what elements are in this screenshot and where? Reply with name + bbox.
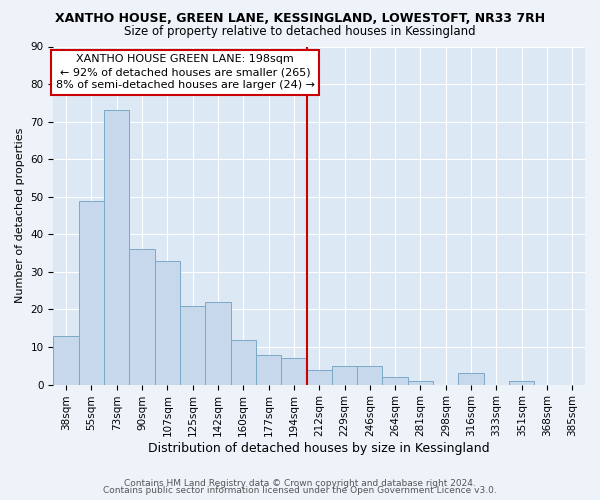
Text: XANTHO HOUSE, GREEN LANE, KESSINGLAND, LOWESTOFT, NR33 7RH: XANTHO HOUSE, GREEN LANE, KESSINGLAND, L… (55, 12, 545, 26)
Bar (307, 370, 332, 384)
Bar (180, 306, 205, 384)
Bar (230, 340, 256, 384)
Bar (509, 381, 535, 384)
Bar (104, 110, 130, 384)
Text: Contains public sector information licensed under the Open Government Licence v3: Contains public sector information licen… (103, 486, 497, 495)
Bar (205, 302, 230, 384)
Bar (53, 336, 79, 384)
Bar (458, 374, 484, 384)
Bar (408, 381, 433, 384)
Bar (79, 200, 104, 384)
Bar (130, 250, 155, 384)
Bar (332, 366, 357, 384)
Text: Contains HM Land Registry data © Crown copyright and database right 2024.: Contains HM Land Registry data © Crown c… (124, 478, 476, 488)
Bar (155, 260, 180, 384)
Bar (382, 377, 408, 384)
Text: XANTHO HOUSE GREEN LANE: 198sqm
← 92% of detached houses are smaller (265)
8% of: XANTHO HOUSE GREEN LANE: 198sqm ← 92% of… (56, 54, 314, 90)
X-axis label: Distribution of detached houses by size in Kessingland: Distribution of detached houses by size … (148, 442, 490, 455)
Text: Size of property relative to detached houses in Kessingland: Size of property relative to detached ho… (124, 25, 476, 38)
Bar (357, 366, 382, 384)
Y-axis label: Number of detached properties: Number of detached properties (15, 128, 25, 303)
Bar (281, 358, 307, 384)
Bar (256, 354, 281, 384)
